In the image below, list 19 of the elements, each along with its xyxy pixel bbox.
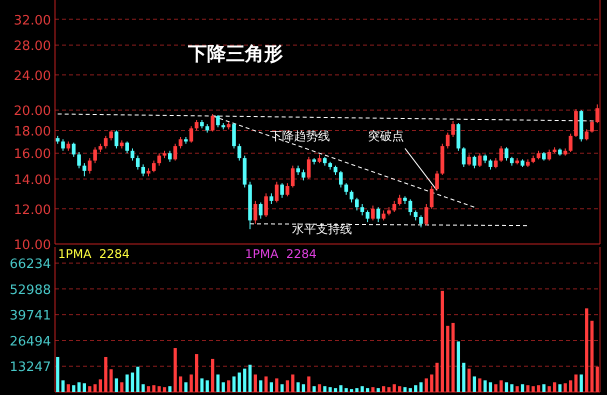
annotation: 1PMA 2284 (58, 247, 130, 261)
y-tick-label: 18.00 (14, 124, 51, 140)
y-tick-label: 32.00 (14, 13, 51, 28)
annotation: 下降趋势线 (270, 129, 330, 143)
y-tick-label: 14.00 (14, 173, 51, 188)
y-tick-label: 12.00 (14, 202, 51, 218)
y-tick-label: 52988 (10, 282, 51, 298)
y-tick-label: 39741 (10, 308, 51, 324)
y-tick-label: 66234 (10, 257, 51, 272)
y-tick-label: 20.00 (14, 104, 51, 120)
text: 下降三角形 (187, 43, 283, 65)
y-tick-label: 24.00 (14, 68, 51, 84)
annotation: 突破点 (368, 129, 404, 143)
y-tick-label: 10.00 (14, 238, 51, 253)
annotation: 1PMA 2284 (245, 247, 317, 261)
y-tick-label: 28.00 (14, 39, 51, 54)
y-tick-label: 13247 (10, 360, 51, 376)
y-tick-label: 16.00 (14, 147, 51, 162)
y-tick-label: 26494 (10, 334, 51, 350)
